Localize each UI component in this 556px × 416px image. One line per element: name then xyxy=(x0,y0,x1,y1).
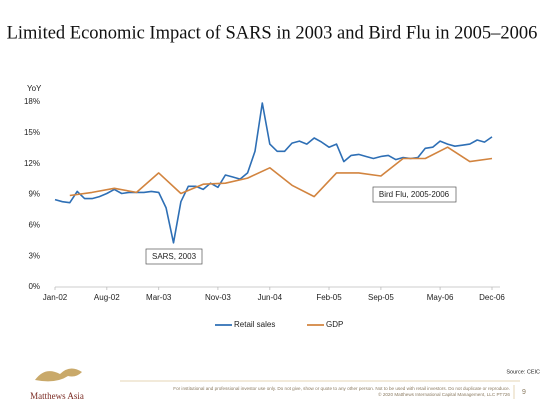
series-line xyxy=(54,102,493,244)
y-tick-label: 0% xyxy=(28,282,40,291)
chart-title: Limited Economic Impact of SARS in 2003 … xyxy=(7,23,538,43)
x-tick-label: Nov-03 xyxy=(205,293,231,302)
disclaimer: For institutional and professional inves… xyxy=(173,386,510,391)
logo-mark xyxy=(35,368,82,382)
legend-label: GDP xyxy=(326,320,343,329)
y-axis-label: YoY xyxy=(27,84,42,93)
annotation-box xyxy=(145,248,203,265)
annotation: Bird Flu, 2005-2006 xyxy=(379,190,450,199)
logo: Matthews Asia xyxy=(30,391,84,401)
x-tick-label: Jan-02 xyxy=(43,293,68,302)
legend-label: Retail sales xyxy=(234,320,275,329)
x-tick-label: Jun-04 xyxy=(258,293,283,302)
x-tick-label: Sep-05 xyxy=(368,293,394,302)
y-tick-label: 6% xyxy=(28,220,40,229)
page-number: 9 xyxy=(522,389,526,396)
x-tick-label: Dec-06 xyxy=(479,293,505,302)
y-tick-label: 3% xyxy=(28,251,40,260)
annotation-box xyxy=(372,186,457,203)
y-tick-label: 12% xyxy=(24,159,40,168)
annotation: SARS, 2003 xyxy=(152,252,197,261)
source: Source: CEIC xyxy=(506,369,540,375)
y-tick-label: 9% xyxy=(28,190,40,199)
y-tick-label: 15% xyxy=(24,128,40,137)
y-tick-label: 18% xyxy=(24,97,40,106)
copyright: © 2020 Matthews International Capital Ma… xyxy=(378,391,510,397)
x-tick-label: Feb-05 xyxy=(316,293,342,302)
x-tick-label: May-06 xyxy=(427,293,454,302)
x-tick-label: Aug-02 xyxy=(94,293,120,302)
series-line xyxy=(69,146,493,198)
x-tick-label: Mar-03 xyxy=(146,293,172,302)
